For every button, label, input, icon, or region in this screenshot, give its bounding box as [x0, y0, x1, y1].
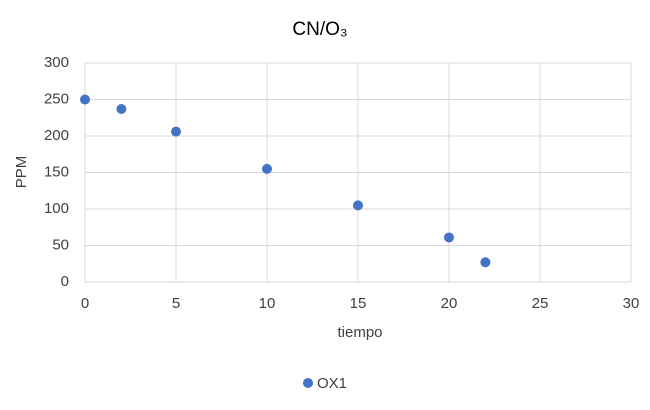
data-point: [353, 200, 363, 211]
data-point: [480, 257, 491, 268]
y-tick-label: 300: [44, 54, 69, 71]
x-tick-label: 25: [532, 295, 549, 312]
data-point: [171, 126, 181, 137]
x-axis-label: tiempo: [337, 324, 382, 341]
x-tick-label: 5: [172, 295, 180, 312]
legend-label: OX1: [317, 375, 347, 392]
y-tick-label: 50: [52, 236, 69, 253]
y-tick-label: 100: [44, 200, 69, 217]
data-point: [262, 163, 272, 174]
x-tick-label: 0: [81, 295, 89, 312]
data-point: [80, 94, 90, 105]
y-tick-label: 250: [44, 90, 69, 107]
legend-marker: [303, 378, 313, 388]
data-point: [116, 103, 127, 114]
x-tick-label: 10: [259, 295, 276, 312]
x-tick-label: 20: [441, 295, 458, 312]
x-tick-label: 15: [350, 295, 367, 312]
y-axis-label: PPM: [13, 156, 30, 189]
chart-title: CN/O₃: [292, 19, 347, 40]
y-tick-label: 150: [44, 163, 69, 180]
x-tick-label: 30: [623, 295, 640, 312]
y-tick-label: 0: [61, 273, 69, 290]
y-tick-label: 200: [44, 127, 69, 144]
data-point: [444, 232, 454, 243]
